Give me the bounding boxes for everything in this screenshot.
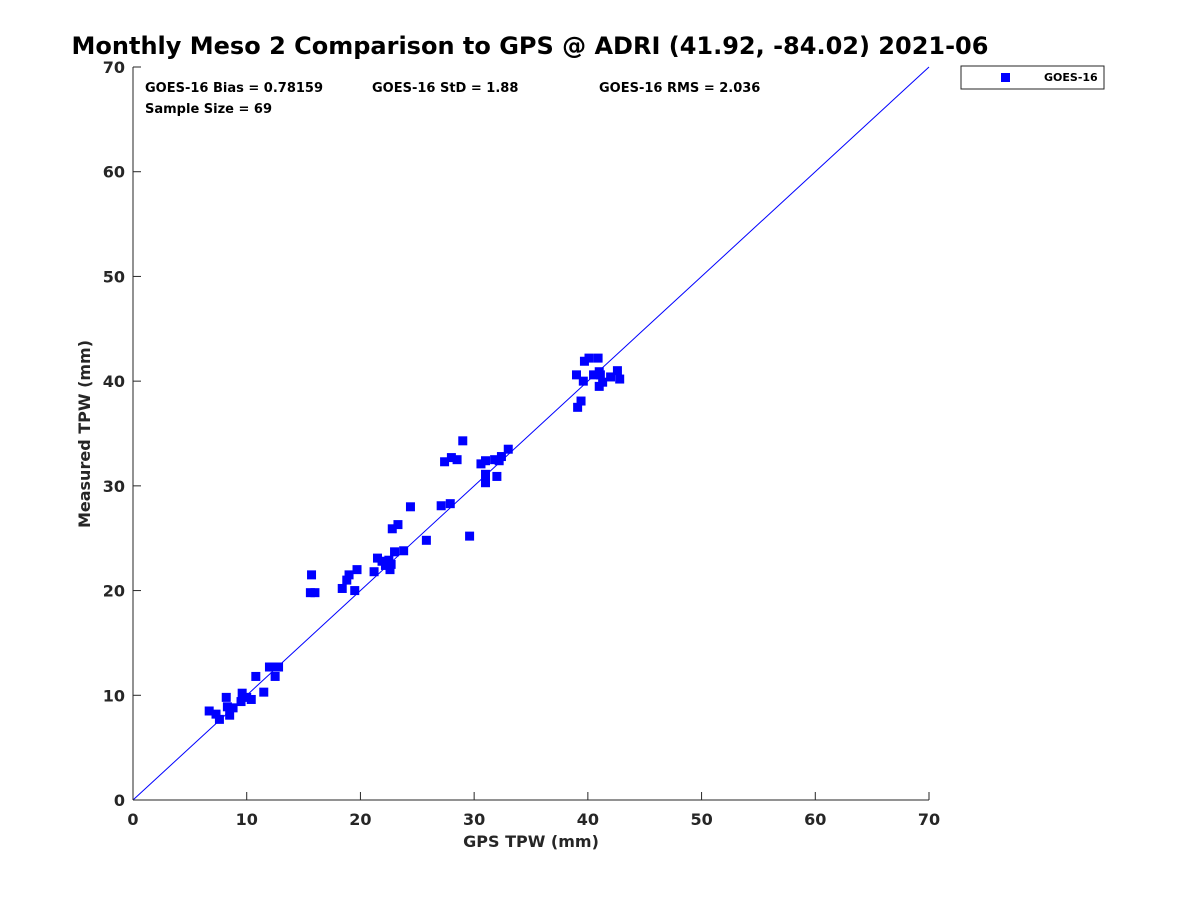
data-point [385, 565, 395, 575]
y-tick-label: 70 [103, 58, 125, 77]
data-point [390, 547, 400, 557]
data-point [490, 455, 500, 465]
data-point [571, 370, 581, 380]
x-tick-label: 60 [804, 810, 826, 829]
data-point [214, 714, 224, 724]
data-point [369, 567, 379, 577]
y-tick-label: 0 [114, 791, 125, 810]
chart-title: Monthly Meso 2 Comparison to GPS @ ADRI … [72, 32, 989, 60]
data-point [615, 374, 625, 384]
data-point [445, 499, 455, 509]
data-points [204, 353, 625, 724]
x-tick-label: 20 [349, 810, 371, 829]
data-point [225, 710, 235, 720]
x-axis-label: GPS TPW (mm) [463, 832, 599, 851]
data-point [310, 588, 320, 598]
data-point [344, 570, 354, 580]
data-point [387, 524, 397, 534]
x-tick-label: 50 [690, 810, 712, 829]
y-axis-label: Measured TPW (mm) [75, 340, 94, 528]
legend-box [960, 65, 1105, 90]
data-point [573, 402, 583, 412]
data-point [221, 692, 231, 702]
y-tick-label: 20 [103, 582, 125, 601]
x-tick-label: 70 [918, 810, 940, 829]
data-point [274, 662, 284, 672]
data-point [584, 353, 594, 363]
y-tick-label: 40 [103, 372, 125, 391]
data-point [503, 444, 513, 454]
data-point [222, 702, 232, 712]
data-point [612, 366, 622, 376]
data-point [576, 396, 586, 406]
data-point [236, 697, 246, 707]
legend: GOES-16 [960, 65, 1105, 90]
data-point [386, 559, 396, 569]
data-point [350, 586, 360, 596]
x-tick-label: 30 [463, 810, 485, 829]
data-point [598, 377, 608, 387]
x-tick-label: 10 [236, 810, 258, 829]
data-point [593, 353, 603, 363]
data-point [211, 709, 221, 719]
data-point [259, 687, 269, 697]
data-point [496, 452, 506, 462]
y-tick-label: 50 [103, 267, 125, 286]
sample-size-stat: Sample Size = 69 [145, 102, 272, 117]
data-point [421, 535, 431, 545]
data-point [270, 671, 280, 681]
y-tick-label: 60 [103, 163, 125, 182]
data-point [440, 457, 450, 467]
data-point [237, 688, 247, 698]
data-point [268, 662, 278, 672]
data-point [307, 570, 317, 580]
legend-label: GOES-16 [1044, 71, 1098, 84]
data-point [342, 575, 352, 585]
data-point [481, 456, 491, 466]
bias-stat: GOES-16 Bias = 0.78159 [145, 81, 323, 96]
data-point [246, 694, 256, 704]
data-point [465, 531, 475, 541]
data-point [458, 436, 468, 446]
data-point [204, 706, 214, 716]
data-point [589, 370, 599, 380]
data-point [481, 469, 491, 479]
data-point [606, 372, 616, 382]
y-axis-ticks: 0 10 20 30 40 50 60 70 [103, 58, 141, 810]
data-point [578, 376, 588, 386]
data-point [446, 453, 456, 463]
data-point [405, 502, 415, 512]
y-tick-label: 10 [103, 686, 125, 705]
x-axis-ticks: 0 10 20 30 40 50 60 70 [127, 792, 940, 829]
data-point [242, 692, 252, 702]
data-point [579, 356, 589, 366]
x-tick-label: 40 [577, 810, 599, 829]
data-point [476, 459, 486, 469]
data-point [595, 370, 605, 380]
rms-stat: GOES-16 RMS = 2.036 [599, 81, 760, 96]
x-tick-label: 0 [127, 810, 138, 829]
data-point [228, 703, 238, 713]
data-point [492, 471, 502, 481]
data-point [372, 553, 382, 563]
data-point [305, 588, 315, 598]
one-to-one-reference-line [132, 66, 930, 801]
data-point [436, 501, 446, 511]
data-point [380, 560, 390, 570]
data-point [251, 671, 261, 681]
data-point [481, 478, 491, 488]
plot-area: 0 10 20 30 40 50 60 70 0 10 20 30 40 50 60 70 [103, 58, 940, 829]
data-point [399, 546, 409, 556]
data-point [352, 565, 362, 575]
y-tick-label: 30 [103, 477, 125, 496]
data-point [452, 455, 462, 465]
legend-marker [1001, 73, 1010, 82]
std-stat: GOES-16 StD = 1.88 [372, 81, 518, 96]
data-point [337, 583, 347, 593]
data-point [393, 520, 403, 530]
